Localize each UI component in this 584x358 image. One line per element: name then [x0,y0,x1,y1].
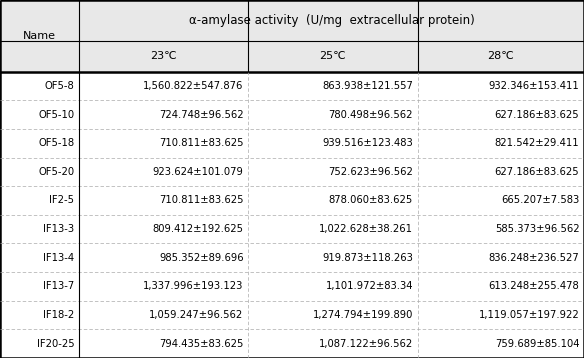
Text: 627.186±83.625: 627.186±83.625 [495,110,579,120]
Text: 1,022.628±38.261: 1,022.628±38.261 [319,224,413,234]
Text: α-amylase activity  (U/mg  extracellular protein): α-amylase activity (U/mg extracellular p… [189,14,474,27]
Text: 724.748±96.562: 724.748±96.562 [159,110,244,120]
Text: 939.516±123.483: 939.516±123.483 [322,138,413,148]
Text: 1,337.996±193.123: 1,337.996±193.123 [143,281,244,291]
Text: 932.346±153.411: 932.346±153.411 [489,81,579,91]
Text: Name: Name [23,31,56,41]
Text: 665.207±7.583: 665.207±7.583 [501,195,579,205]
Text: IF20-25: IF20-25 [37,339,74,349]
Text: 710.811±83.625: 710.811±83.625 [159,138,244,148]
Text: 613.248±255.478: 613.248±255.478 [489,281,579,291]
Text: 985.352±89.696: 985.352±89.696 [159,253,244,263]
Text: 836.248±236.527: 836.248±236.527 [489,253,579,263]
Text: IF13-3: IF13-3 [43,224,74,234]
Text: IF18-2: IF18-2 [43,310,74,320]
Text: 809.412±192.625: 809.412±192.625 [152,224,244,234]
Text: 752.623±96.562: 752.623±96.562 [328,167,413,177]
Text: 1,274.794±199.890: 1,274.794±199.890 [312,310,413,320]
Text: 1,560.822±547.876: 1,560.822±547.876 [143,81,244,91]
Text: 23℃: 23℃ [150,52,177,61]
Text: 1,059.247±96.562: 1,059.247±96.562 [150,310,244,320]
Text: IF13-4: IF13-4 [43,253,74,263]
Text: 585.373±96.562: 585.373±96.562 [495,224,579,234]
Text: 878.060±83.625: 878.060±83.625 [329,195,413,205]
Text: 28℃: 28℃ [488,52,514,61]
Text: 919.873±118.263: 919.873±118.263 [322,253,413,263]
Text: IF2-5: IF2-5 [49,195,74,205]
Text: 759.689±85.104: 759.689±85.104 [495,339,579,349]
Text: 821.542±29.411: 821.542±29.411 [495,138,579,148]
Text: 780.498±96.562: 780.498±96.562 [328,110,413,120]
Text: 1,087.122±96.562: 1,087.122±96.562 [319,339,413,349]
Text: 710.811±83.625: 710.811±83.625 [159,195,244,205]
Text: 1,101.972±83.34: 1,101.972±83.34 [325,281,413,291]
Text: 863.938±121.557: 863.938±121.557 [322,81,413,91]
Text: 794.435±83.625: 794.435±83.625 [159,339,244,349]
Text: OF5-10: OF5-10 [38,110,74,120]
Text: IF13-7: IF13-7 [43,281,74,291]
Text: 923.624±101.079: 923.624±101.079 [152,167,244,177]
Text: 1,119.057±197.922: 1,119.057±197.922 [478,310,579,320]
Text: OF5-20: OF5-20 [38,167,74,177]
Text: OF5-18: OF5-18 [38,138,74,148]
Text: 25℃: 25℃ [319,52,346,61]
Text: 627.186±83.625: 627.186±83.625 [495,167,579,177]
Text: OF5-8: OF5-8 [44,81,74,91]
